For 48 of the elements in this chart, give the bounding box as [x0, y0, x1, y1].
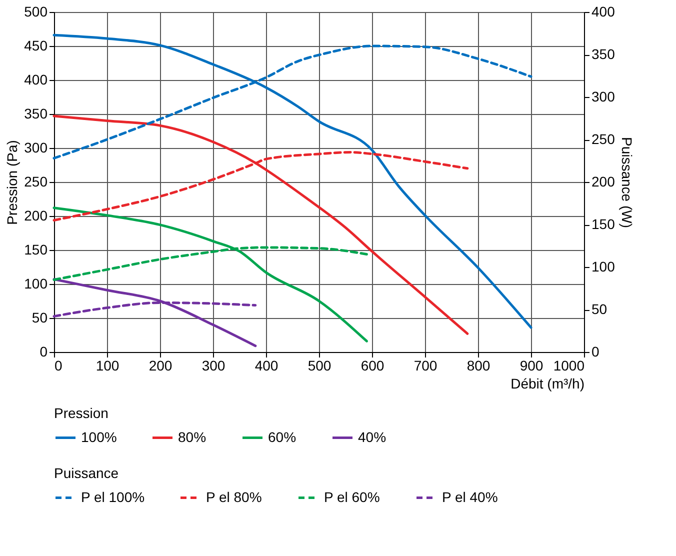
text: Pression [54, 405, 108, 421]
y2-tick-label: 0 [592, 344, 600, 360]
y-tick-label: 400 [24, 72, 48, 88]
x-tick-label: 400 [254, 358, 278, 374]
x-tick-label: 1000 [553, 358, 585, 374]
y2-tick-label: 150 [592, 216, 616, 232]
y2-axis-title: Puissance (W) [618, 136, 635, 228]
y2-tick-label: 50 [592, 301, 608, 317]
y2-tick-label: 250 [592, 131, 616, 147]
y-tick-label: 200 [24, 208, 48, 224]
x-tick-label: 100 [96, 358, 120, 374]
x-tick-label: 800 [466, 358, 490, 374]
y-axis-title: Pression (Pa) [4, 140, 20, 225]
x-tick-label: 600 [360, 358, 384, 374]
legend-label: 60% [268, 428, 296, 445]
legend-label: P el 100% [81, 488, 145, 505]
line-series [52, 114, 469, 335]
y2-tick-label: 200 [592, 174, 616, 190]
y-tick-label: 500 [24, 4, 48, 20]
x-tick-label: 700 [414, 358, 438, 374]
y-tick-label: 300 [24, 140, 48, 156]
y-tick-label: 350 [24, 106, 48, 122]
legend-label: 80% [178, 428, 206, 445]
x-tick-label: 300 [202, 358, 226, 374]
y-tick-label: 250 [24, 174, 48, 190]
y2-tick-label: 300 [592, 88, 616, 104]
legend-label: 100% [81, 428, 117, 445]
y-tick-label: 0 [40, 344, 48, 360]
legend-label: P el 40% [442, 488, 498, 505]
line-series [52, 34, 532, 329]
x-tick-label: 500 [308, 358, 332, 374]
x-tick-label: 200 [148, 358, 172, 374]
y-tick-label: 100 [24, 276, 48, 292]
y2-tick-label: 100 [592, 258, 616, 274]
y2-tick-label: 400 [592, 4, 616, 20]
y-tick-label: 150 [24, 242, 48, 258]
x-tick-label: 900 [520, 358, 544, 374]
y-tick-label: 50 [32, 310, 48, 326]
x-tick-label: 0 [54, 358, 62, 374]
legend-label: P el 60% [324, 488, 380, 505]
y2-tick-label: 350 [592, 46, 616, 62]
text: Puissance [54, 465, 119, 481]
line-series [52, 278, 257, 348]
legend-label: 40% [358, 428, 386, 445]
legend-label: P el 80% [206, 488, 262, 505]
line-series [52, 206, 368, 342]
x-axis-title: Débit (m³/h) [510, 376, 584, 392]
y-tick-label: 450 [24, 38, 48, 54]
